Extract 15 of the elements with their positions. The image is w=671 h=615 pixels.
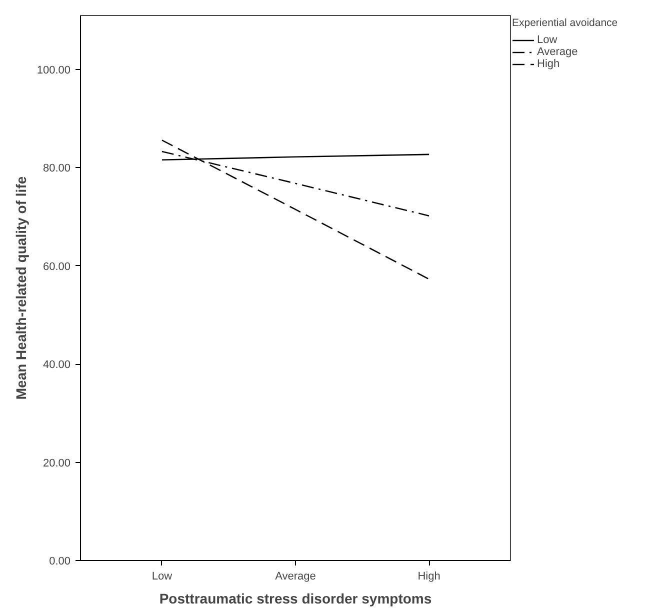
y-tick-label: 60.00 — [42, 260, 71, 273]
legend-label: High — [537, 58, 560, 70]
legend-label: Average — [537, 46, 578, 58]
y-tick-label: 100.00 — [36, 64, 71, 77]
y-tick-label: 20.00 — [42, 457, 71, 470]
legend-title: Experiential avoidance — [512, 17, 618, 29]
y-tick-label: 40.00 — [42, 359, 71, 372]
x-tick-label: High — [418, 570, 440, 582]
legend-label: Low — [537, 34, 558, 46]
x-axis-title: Posttraumatic stress disorder symptoms — [159, 590, 432, 606]
x-tick-label: Low — [152, 570, 172, 582]
y-axis-title: Mean Health-related quality of life — [12, 176, 29, 400]
y-tick-label: 0.00 — [49, 556, 71, 568]
y-tick-label: 80.00 — [42, 162, 71, 175]
x-tick-label: Average — [275, 570, 316, 582]
